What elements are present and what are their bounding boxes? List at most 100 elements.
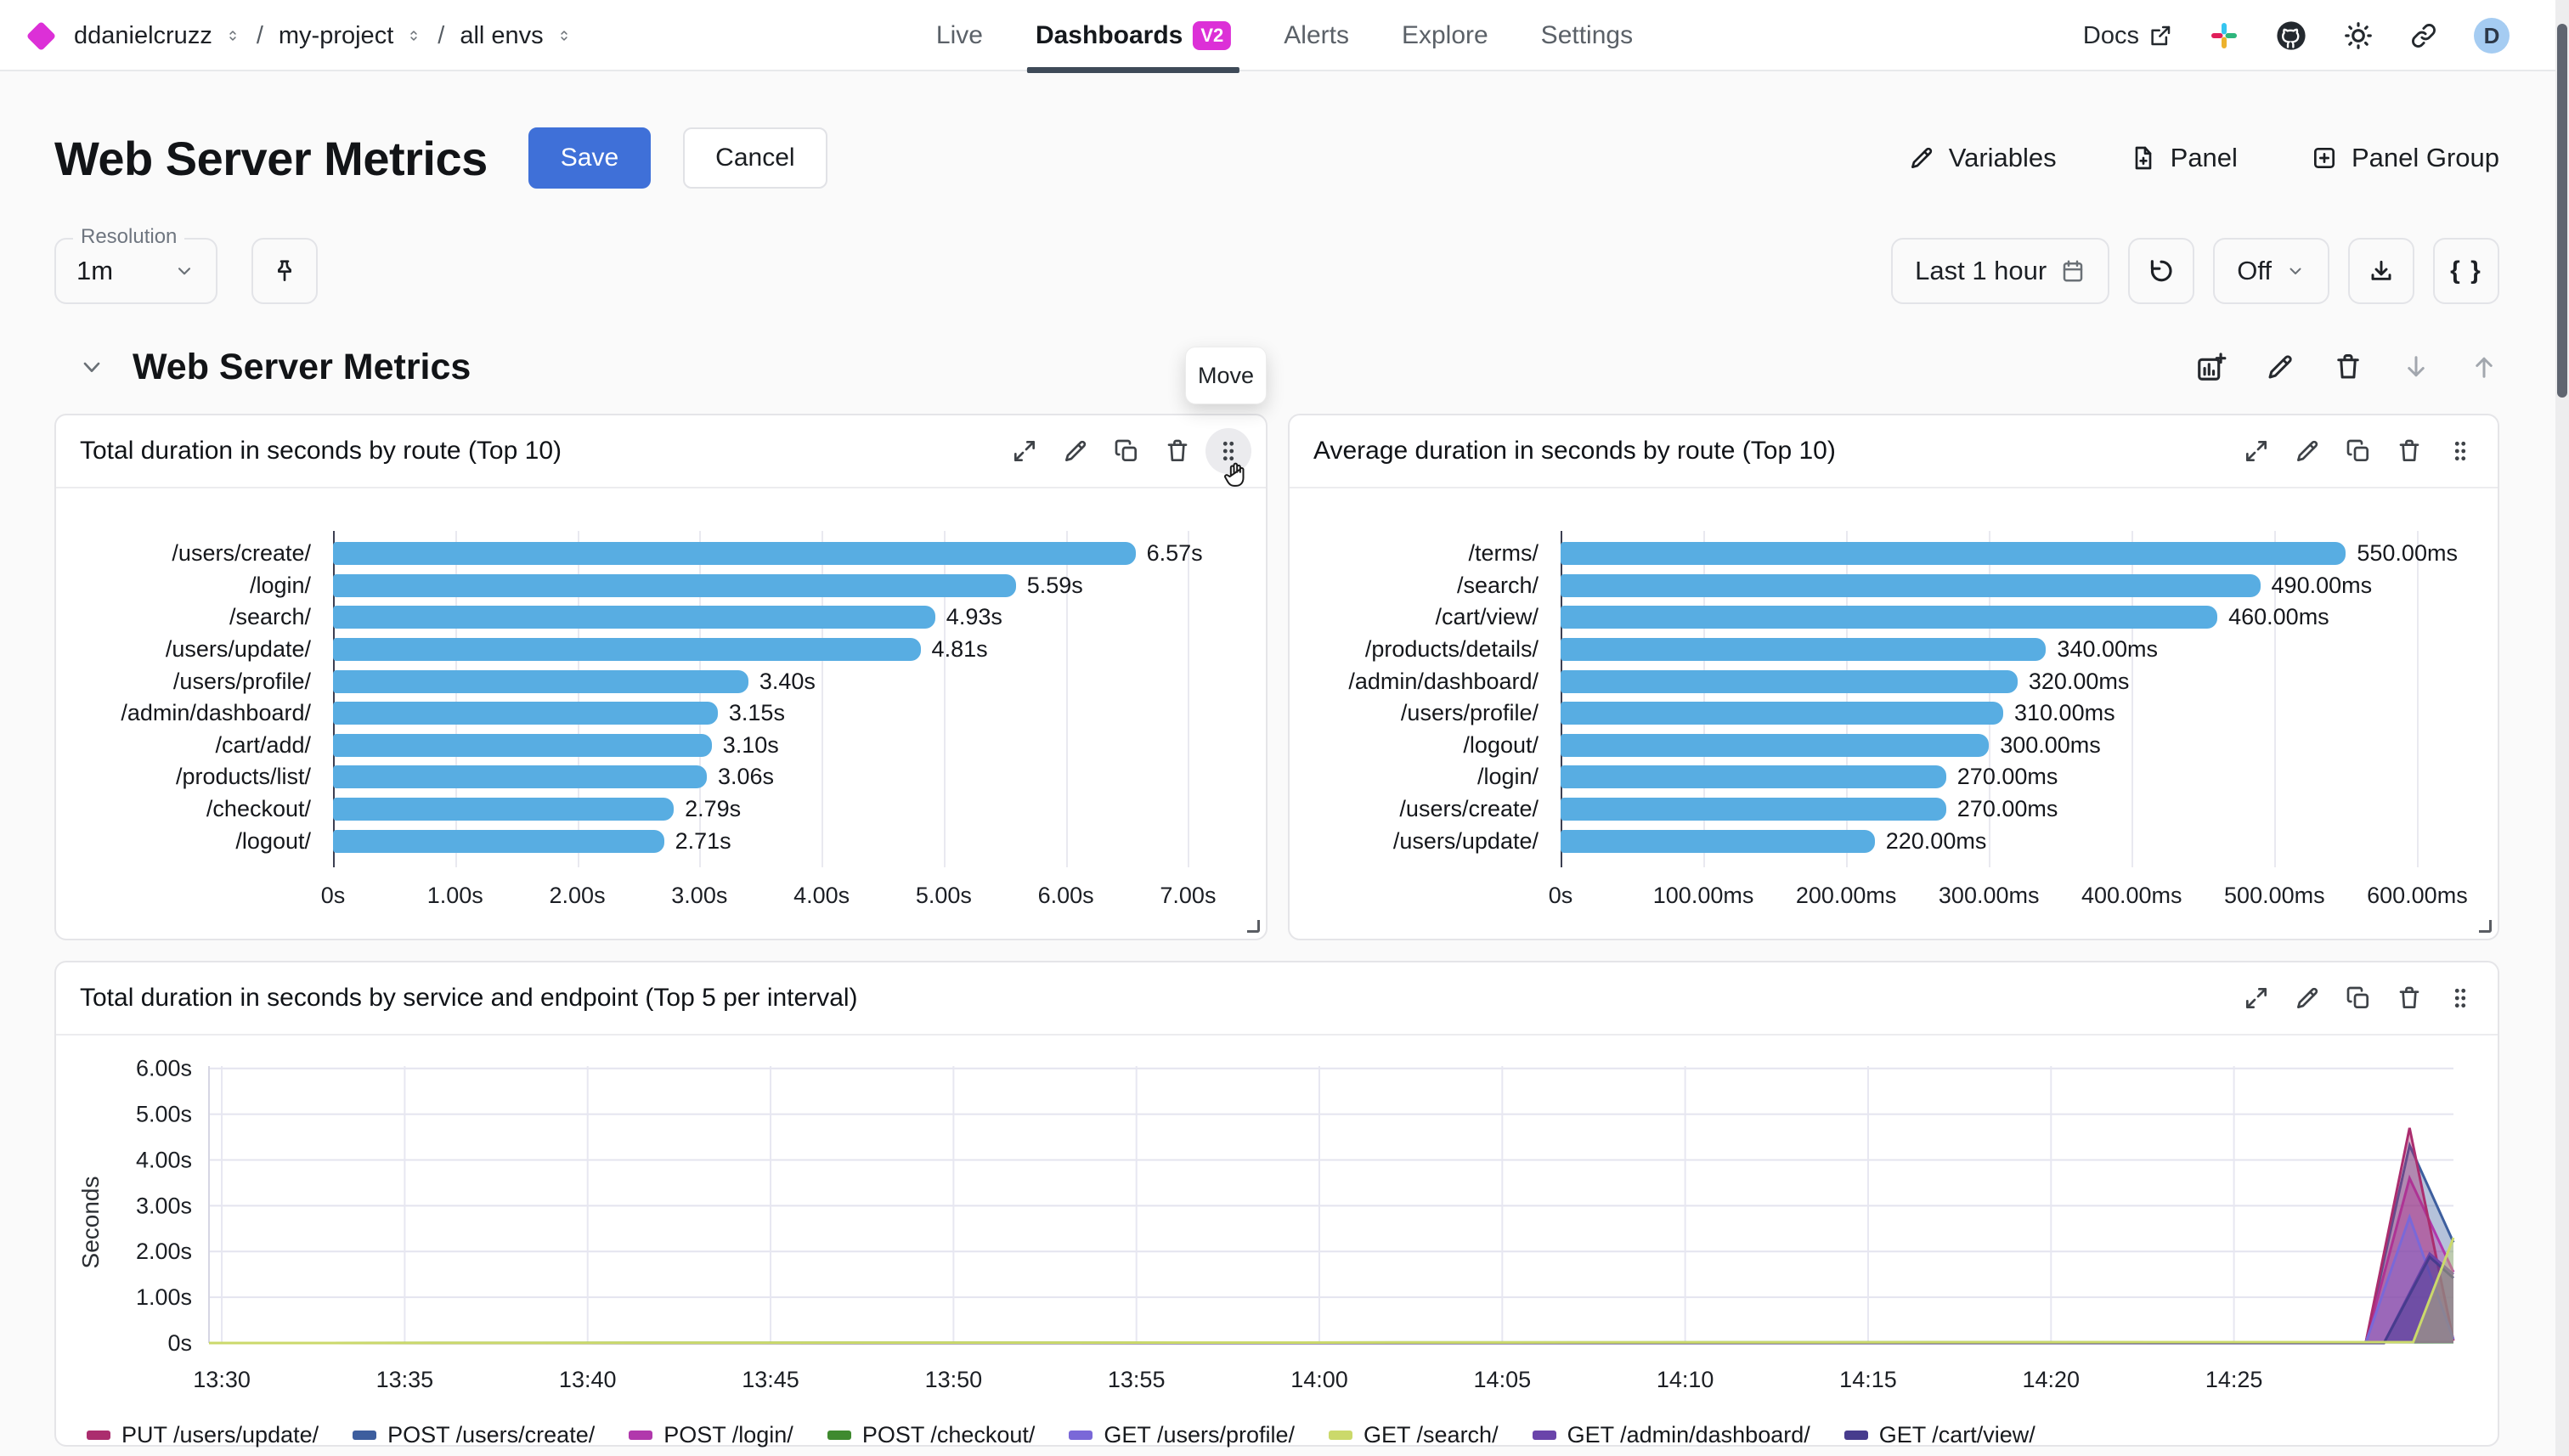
bar[interactable] — [333, 765, 707, 789]
drag-handle[interactable] — [2447, 437, 2474, 465]
bar-track: 4.93s — [333, 604, 1245, 630]
series-area — [209, 1145, 2453, 1343]
bar-value-label: 5.59s — [1026, 572, 1083, 598]
bar[interactable] — [333, 829, 664, 853]
brand-logo-icon[interactable] — [25, 20, 57, 51]
expand-icon[interactable] — [2243, 985, 2270, 1012]
nav-item-settings[interactable]: Settings — [1540, 21, 1634, 49]
bar[interactable] — [1561, 542, 2346, 566]
gridline — [577, 531, 579, 867]
x-tick-label: 600.00ms — [2367, 882, 2468, 908]
legend-item[interactable]: GET /admin/dashboard/ — [1532, 1422, 1810, 1448]
legend-item[interactable]: POST /checkout/ — [827, 1422, 1035, 1448]
auto-refresh-select[interactable]: Off — [2213, 238, 2329, 304]
resolution-select[interactable]: Resolution 1m — [54, 225, 217, 304]
slack-icon[interactable] — [2209, 20, 2239, 51]
bar[interactable] — [1561, 765, 1946, 789]
panel-resize-handle[interactable] — [1247, 920, 1260, 933]
github-icon[interactable] — [2275, 20, 2307, 52]
bar[interactable] — [333, 606, 935, 629]
legend-item[interactable]: GET /search/ — [1329, 1422, 1499, 1448]
env-selector[interactable]: all envs — [460, 21, 544, 49]
bar-track: 460.00ms — [1561, 604, 2477, 630]
bar-row: /login/5.59s — [56, 570, 1266, 602]
axis-tick-label: 14:05 — [1474, 1367, 1532, 1392]
cancel-button[interactable]: Cancel — [683, 127, 827, 189]
user-avatar[interactable]: D — [2474, 18, 2510, 54]
download-button[interactable] — [2348, 238, 2414, 304]
share-link-icon[interactable] — [2409, 21, 2438, 50]
duplicate-icon[interactable] — [1113, 437, 1140, 465]
legend-swatch-icon — [1843, 1431, 1868, 1440]
bar[interactable] — [1561, 606, 2218, 629]
bar[interactable] — [1561, 669, 2018, 693]
legend-item[interactable]: GET /cart/view/ — [1843, 1422, 2035, 1448]
panel-resize-handle[interactable] — [2479, 920, 2492, 933]
add-panel-button[interactable]: Panel — [2130, 143, 2238, 173]
bar[interactable] — [1561, 638, 2047, 662]
scrollbar-thumb[interactable] — [2557, 24, 2567, 398]
move-up-icon[interactable] — [2469, 352, 2499, 382]
bar[interactable] — [333, 669, 748, 693]
nav-item-dashboards[interactable]: Dashboards V2 — [1026, 0, 1240, 73]
bar[interactable] — [333, 638, 921, 662]
bar-category-label: /users/profile/ — [172, 668, 311, 694]
legend-item[interactable]: POST /login/ — [629, 1422, 793, 1448]
collapse-chevron-icon[interactable] — [78, 353, 105, 381]
bar[interactable] — [333, 798, 675, 821]
bar[interactable] — [1561, 798, 1946, 821]
edit-icon[interactable] — [2294, 437, 2321, 465]
nav-item-live[interactable]: Live — [935, 21, 983, 49]
variables-button[interactable]: Variables — [1908, 143, 2057, 173]
duplicate-icon[interactable] — [2345, 985, 2372, 1012]
theme-sun-icon[interactable] — [2343, 20, 2374, 51]
delete-icon[interactable] — [2396, 437, 2423, 465]
expand-icon[interactable] — [2243, 437, 2270, 465]
axis-tick-label: 0s — [167, 1330, 192, 1356]
legend-item[interactable]: POST /users/create/ — [353, 1422, 595, 1448]
json-view-button[interactable]: { } — [2433, 238, 2499, 304]
time-range-button[interactable]: Last 1 hour — [1891, 238, 2110, 304]
bar-row: /users/create/6.57s — [56, 538, 1266, 570]
edit-icon[interactable] — [2294, 985, 2321, 1012]
x-tick-label: 200.00ms — [1795, 882, 1897, 908]
delete-icon[interactable] — [2333, 352, 2363, 382]
bar[interactable] — [1561, 702, 2003, 725]
duplicate-icon[interactable] — [2345, 437, 2372, 465]
bar[interactable] — [333, 573, 1016, 597]
drag-handle[interactable] — [2447, 985, 2474, 1012]
expand-icon[interactable] — [1011, 437, 1038, 465]
drag-handle[interactable] — [1205, 428, 1251, 487]
save-button[interactable]: Save — [528, 127, 652, 189]
bar[interactable] — [1561, 733, 1990, 757]
delete-icon[interactable] — [1164, 437, 1191, 465]
axis-tick-label: 14:10 — [1657, 1367, 1714, 1392]
refresh-button[interactable] — [2128, 238, 2195, 304]
bar-value-label: 4.81s — [931, 636, 988, 663]
bar[interactable] — [333, 702, 718, 725]
line-chart-canvas[interactable]: 0s 1.00s 2.00s 3.00s 4.00s 5.00s 6.00s 13:30 13:… — [68, 1047, 2498, 1422]
add-panel-group-button[interactable]: Panel Group — [2311, 143, 2499, 173]
bar[interactable] — [333, 542, 1136, 566]
legend-item[interactable]: PUT /users/update/ — [87, 1422, 319, 1448]
axis-tick-label: 6.00s — [136, 1056, 192, 1081]
docs-link[interactable]: Docs — [2083, 22, 2173, 50]
bar[interactable] — [1561, 829, 1875, 853]
nav-item-alerts[interactable]: Alerts — [1284, 21, 1349, 49]
legend-item[interactable]: GET /users/profile/ — [1069, 1422, 1295, 1448]
nav-item-explore[interactable]: Explore — [1401, 21, 1488, 49]
project-selector[interactable]: my-project — [278, 21, 394, 49]
edit-icon[interactable] — [1062, 437, 1089, 465]
bar-track: 3.06s — [333, 764, 1245, 790]
bar[interactable] — [1561, 573, 2261, 597]
pin-button[interactable] — [251, 238, 318, 304]
add-chart-icon[interactable] — [2195, 351, 2227, 383]
gridline — [1846, 531, 1849, 867]
main-nav: Live Dashboards V2 Alerts Explore Settin… — [935, 0, 1634, 73]
move-down-icon[interactable] — [2401, 352, 2431, 382]
edit-icon[interactable] — [2265, 352, 2295, 382]
legend-swatch-icon — [827, 1431, 851, 1440]
org-selector[interactable]: ddanielcruzz — [74, 21, 212, 49]
delete-icon[interactable] — [2396, 985, 2423, 1012]
bar[interactable] — [333, 733, 712, 757]
